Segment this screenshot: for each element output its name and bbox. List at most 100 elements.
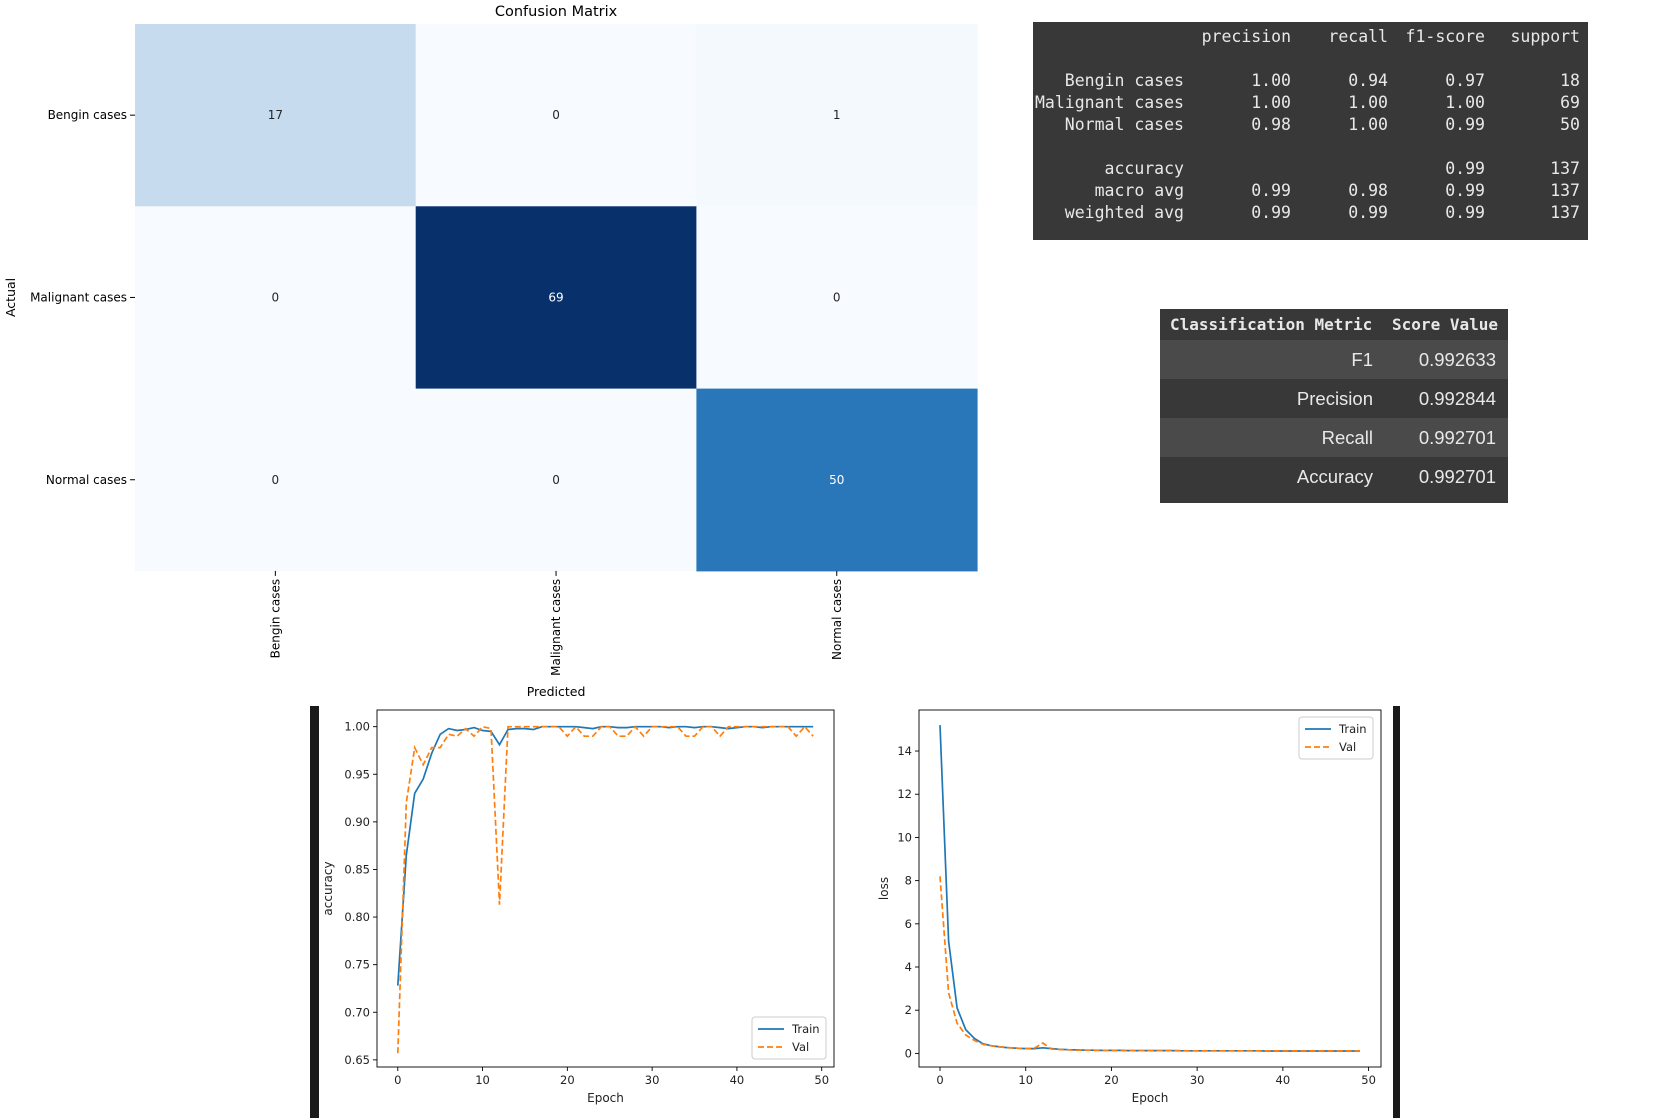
x-tick-label: 10 xyxy=(1018,1073,1033,1087)
x-axis-label: Epoch xyxy=(1132,1091,1169,1105)
x-tick-label: 20 xyxy=(1104,1073,1119,1087)
y-tick-label: 1.00 xyxy=(344,720,370,734)
report-cell: 0.99 xyxy=(1445,115,1485,134)
legend-label: Train xyxy=(1338,722,1367,736)
metric-value: 0.992844 xyxy=(1418,388,1496,409)
x-tick-label: 0 xyxy=(936,1073,943,1087)
x-tick-label: 0 xyxy=(394,1073,401,1087)
report-cell: precision xyxy=(1201,27,1291,46)
report-cell: 0.97 xyxy=(1445,71,1485,90)
x-tick-label: 20 xyxy=(560,1073,575,1087)
x-tick-label: Malignant cases xyxy=(549,579,563,676)
heatmap-cell xyxy=(696,206,978,390)
report-header-row: precision recall f1-score support xyxy=(1033,27,1588,49)
report-row-label: macro avg xyxy=(1094,181,1184,200)
report-cell: 0.99 xyxy=(1445,159,1485,178)
metric-value: 0.992701 xyxy=(1418,427,1496,448)
y-tick-label: 6 xyxy=(905,917,912,931)
y-tick-label: 8 xyxy=(905,874,912,888)
x-tick-label: 50 xyxy=(1361,1073,1376,1087)
x-tick-label: 50 xyxy=(814,1073,829,1087)
y-tick-label: Malignant cases xyxy=(30,290,127,304)
heatmap-cell xyxy=(415,388,697,572)
metric-name: Accuracy xyxy=(1296,466,1373,487)
heatmap-cell xyxy=(696,24,978,207)
report-cell: 0.99 xyxy=(1348,203,1388,222)
y-tick-label: 0.90 xyxy=(344,815,370,829)
y-tick-label: 0.70 xyxy=(344,1005,370,1019)
x-axis-label: Predicted xyxy=(527,684,586,699)
report-cell: 1.00 xyxy=(1251,71,1291,90)
heatmap-cell xyxy=(135,206,417,390)
metric-name: F1 xyxy=(1351,349,1373,370)
x-tick-label: Normal cases xyxy=(830,579,844,660)
report-row-label: weighted avg xyxy=(1064,203,1184,222)
cell-value-label: 0 xyxy=(272,290,280,304)
x-axis-label: Epoch xyxy=(587,1091,624,1105)
classification-report: precision recall f1-score support Bengin cas… xyxy=(1033,22,1588,240)
report-cell: 69 xyxy=(1560,93,1580,112)
metric-value: 0.992633 xyxy=(1418,349,1496,370)
metric-value: 0.992701 xyxy=(1418,466,1496,487)
report-cell: 137 xyxy=(1550,159,1580,178)
report-cell: recall xyxy=(1328,27,1388,46)
heatmap-cell xyxy=(415,24,697,207)
legend-box xyxy=(751,1016,827,1060)
legend: Train Val xyxy=(751,1016,827,1060)
x-tick-label: 30 xyxy=(645,1073,660,1087)
heatmap-cell xyxy=(415,206,697,390)
report-cell: 1.00 xyxy=(1251,93,1291,112)
series-line-val xyxy=(396,725,814,1054)
x-tick-label: 40 xyxy=(730,1073,745,1087)
cell-value-label: 0 xyxy=(552,473,560,487)
heatmap-cell xyxy=(135,388,417,572)
loss-chart: 0 10 20 30 40 50 0 2 4 6 8 10 12 14 Epoch loss Train Val xyxy=(877,709,1382,1105)
metrics-row: Precision 0.992844 xyxy=(1160,379,1508,418)
legend-box xyxy=(1298,716,1374,760)
y-tick-label: 12 xyxy=(897,787,912,801)
report-cell: 137 xyxy=(1550,203,1580,222)
report-cell: 0.94 xyxy=(1348,71,1388,90)
x-tick-label: 30 xyxy=(1190,1073,1205,1087)
metrics-row: Accuracy 0.992701 xyxy=(1160,457,1508,496)
y-tick-label: 2 xyxy=(905,1003,912,1017)
training-curves-panel: 0 10 20 30 40 50 0.65 0.70 0.75 0.80 0.85 0.90 0.95 1… xyxy=(319,706,1393,1118)
report-row-label: Normal cases xyxy=(1064,115,1184,134)
report-cell: f1-score xyxy=(1405,27,1485,46)
y-tick-label: Normal cases xyxy=(46,473,127,487)
metrics-row: Recall 0.992701 xyxy=(1160,418,1508,457)
cell-value-label: 0 xyxy=(552,108,560,122)
report-cell: 1.00 xyxy=(1445,93,1485,112)
report-row: macro avg 0.99 0.98 0.99 137 xyxy=(1033,181,1588,203)
report-cell: 0.98 xyxy=(1251,115,1291,134)
report-row: Bengin cases 1.00 0.94 0.97 18 xyxy=(1033,71,1588,93)
report-row-label: Malignant cases xyxy=(1034,93,1184,112)
legend-label: Val xyxy=(792,1040,809,1054)
heatmap-cell xyxy=(135,24,417,207)
legend: Train Val xyxy=(1298,716,1374,760)
x-tick-label: 40 xyxy=(1276,1073,1291,1087)
y-axis-label: accuracy xyxy=(321,861,335,915)
legend-label: Val xyxy=(1339,740,1356,754)
metrics-header-metric: Classification Metric xyxy=(1170,315,1373,334)
y-tick-label: 0.80 xyxy=(344,910,370,924)
legend-label: Train xyxy=(791,1022,820,1036)
accuracy-chart: 0 10 20 30 40 50 0.65 0.70 0.75 0.80 0.85 0.90 0.95 1… xyxy=(321,709,835,1105)
y-tick-label: Bengin cases xyxy=(48,108,127,122)
report-row: Malignant cases 1.00 1.00 1.00 69 xyxy=(1033,93,1588,115)
metrics-header-row: Classification Metric Score Value xyxy=(1160,309,1508,340)
y-tick-label: 0.65 xyxy=(344,1053,370,1067)
y-tick-label: 0.85 xyxy=(344,862,370,876)
confusion-matrix-chart: 17 0 1 0 69 0 0 0 50 Confusion Matrix Bengin cases… xyxy=(3,4,978,699)
report-row: weighted avg 0.99 0.99 0.99 137 xyxy=(1033,203,1588,225)
cell-value-label: 1 xyxy=(833,108,841,122)
cell-value-label: 0 xyxy=(272,473,280,487)
metrics-header-score: Score Value xyxy=(1392,315,1498,334)
y-tick-label: 0 xyxy=(905,1046,912,1060)
metrics-row: F1 0.992633 xyxy=(1160,340,1508,379)
report-row: accuracy 0.99 137 xyxy=(1033,159,1588,181)
metric-name: Precision xyxy=(1296,388,1373,409)
report-cell: 50 xyxy=(1560,115,1580,134)
y-tick-label: 14 xyxy=(897,744,912,758)
report-cell: 0.99 xyxy=(1251,203,1291,222)
